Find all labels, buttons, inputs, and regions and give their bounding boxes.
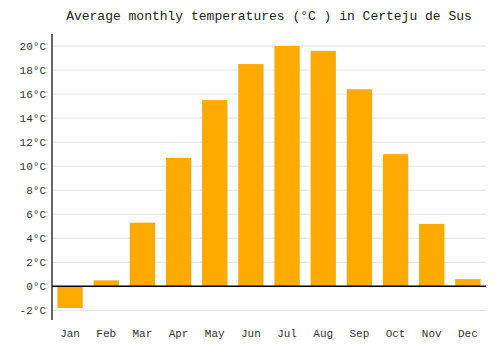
x-tick-label: May [205,328,225,340]
bar [274,46,299,286]
y-tick-label: 18°C [20,65,47,77]
grid [52,46,486,310]
grid-line [52,310,486,311]
bar [383,154,408,286]
x-tick-label: Apr [169,328,189,340]
y-tick-label: 8°C [26,185,46,197]
bar [57,286,82,308]
grid-line [52,142,486,143]
grid-line [52,166,486,167]
x-tick-label: Nov [422,328,442,340]
grid-line [52,118,486,119]
chart: Average monthly temperatures (°C ) in Ce… [0,0,500,350]
y-tick-label: 20°C [20,41,47,53]
y-tick-label: 0°C [26,281,46,293]
bar [166,158,191,287]
bar [347,89,372,286]
grid-line [52,214,486,215]
y-tick-label: -2°C [20,305,47,317]
bar [419,224,444,286]
bar [202,100,227,286]
bars [57,46,480,308]
x-tick-label: Feb [96,328,116,340]
bar [311,51,336,287]
bar [238,64,263,286]
y-tick-label: 14°C [20,113,47,125]
y-tick-label: 16°C [20,89,47,101]
grid-line [52,70,486,71]
y-axis-line [51,34,52,320]
x-tick-label: Jul [277,328,297,340]
x-tick-label: Sep [350,328,370,340]
title: Average monthly temperatures (°C ) in Ce… [66,9,472,24]
x-tick-label: Dec [458,328,478,340]
y-tick-label: 2°C [26,257,46,269]
bar [455,279,480,286]
bar [130,223,155,287]
grid-line [52,94,486,95]
y-tick-label: 12°C [20,137,47,149]
x-tick-label: Aug [313,328,333,340]
grid-line [52,190,486,191]
zero-line [52,286,486,288]
grid-line [52,46,486,47]
grid-line [52,286,486,287]
bar [94,280,119,286]
y-tick-label: 4°C [26,233,46,245]
y-tick-label: 10°C [20,161,47,173]
x-tick-label: Jun [241,328,261,340]
y-tick-label: 6°C [26,209,46,221]
x-tick-label: Jan [60,328,80,340]
x-tick-label: Oct [386,328,406,340]
x-tick-label: Mar [133,328,153,340]
